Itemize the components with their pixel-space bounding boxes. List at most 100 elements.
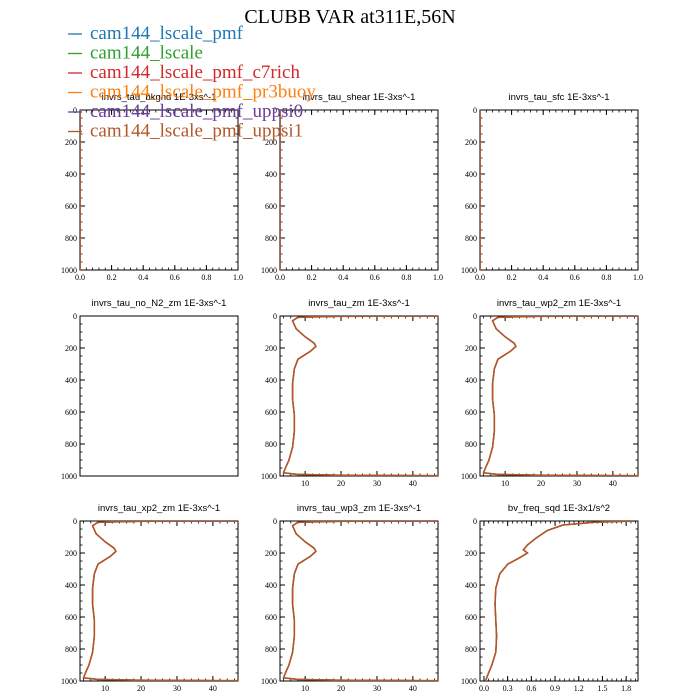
x-tick-label: 0.2 [507, 273, 517, 282]
y-tick-label: 200 [465, 138, 477, 147]
x-tick-label: 0.0 [275, 273, 285, 282]
x-tick-label: 30 [373, 479, 381, 488]
series-line-3 [82, 521, 238, 681]
panel-title: invrs_tau_bkgnd 1E-3xs^-1 [102, 92, 217, 103]
x-tick-label: 0.9 [550, 684, 560, 693]
series-line-2 [484, 521, 635, 681]
y-tick-label: 400 [265, 376, 277, 385]
y-tick-label: 1000 [261, 266, 277, 275]
x-tick-label: 0.6 [570, 273, 580, 282]
series-line-5 [282, 521, 438, 681]
x-tick-label: 0.6 [370, 273, 380, 282]
y-tick-label: 600 [465, 408, 477, 417]
y-tick-label: 800 [465, 234, 477, 243]
legend-label: cam144_lscale_pmf_c7rich [90, 62, 300, 83]
y-tick-label: 1000 [61, 266, 77, 275]
x-tick-label: 0.2 [307, 273, 317, 282]
panel-title: invrs_tau_xp2_zm 1E-3xs^-1 [98, 503, 220, 514]
plot-frame [479, 109, 639, 271]
plot-frame [279, 315, 439, 477]
y-tick-label: 200 [265, 344, 277, 353]
series-line-2 [82, 521, 238, 681]
y-tick-label: 600 [265, 202, 277, 211]
y-tick-label: 1000 [461, 472, 477, 481]
legend-label: cam144_lscale_pmf_uppsi1 [90, 121, 303, 142]
legend-item: cam144_lscale_pmf_c7rich [68, 62, 300, 83]
y-tick-label: 200 [65, 549, 77, 558]
x-tick-label: 0.4 [538, 273, 548, 282]
legend: cam144_lscale_pmfcam144_lscalecam144_lsc… [68, 23, 316, 142]
y-tick-label: 0 [73, 312, 77, 321]
x-tick-label: 1.8 [621, 684, 631, 693]
x-tick-label: 20 [337, 479, 345, 488]
x-tick-label: 0.0 [475, 273, 485, 282]
series-line-1 [282, 521, 438, 681]
x-tick-label: 20 [537, 479, 545, 488]
series-line-5 [82, 521, 238, 681]
series-line-2 [282, 316, 438, 476]
y-tick-label: 1000 [461, 677, 477, 686]
panel-4: invrs_tau_zm 1E-3xs^-1 0 200 400 600 800 1000 1… [261, 298, 439, 488]
x-tick-label: 1.0 [633, 273, 643, 282]
x-tick-label: 30 [173, 684, 181, 693]
legend-item: cam144_lscale_pmf [68, 23, 244, 44]
series-line-6 [282, 521, 438, 681]
series-line-1 [482, 316, 638, 476]
y-tick-label: 1000 [461, 266, 477, 275]
series-line-6 [82, 521, 238, 681]
y-tick-label: 200 [65, 344, 77, 353]
panel-5: invrs_tau_wp2_zm 1E-3xs^-1 0 200 400 600 800 1… [461, 298, 639, 488]
series-line-4 [282, 521, 438, 681]
series-line-6 [484, 521, 635, 681]
y-tick-label: 200 [465, 549, 477, 558]
x-tick-label: 10 [101, 684, 109, 693]
x-tick-label: 0.4 [138, 273, 148, 282]
legend-label: cam144_lscale [90, 43, 203, 64]
y-tick-label: 600 [265, 613, 277, 622]
y-tick-label: 400 [465, 170, 477, 179]
y-tick-label: 800 [265, 234, 277, 243]
series-line-3 [484, 521, 635, 681]
y-tick-label: 800 [265, 645, 277, 654]
y-tick-label: 400 [65, 581, 77, 590]
y-tick-label: 400 [65, 376, 77, 385]
y-tick-label: 0 [273, 517, 277, 526]
x-tick-label: 0.4 [338, 273, 348, 282]
y-tick-label: 400 [65, 170, 77, 179]
y-tick-label: 1000 [61, 677, 77, 686]
y-tick-label: 600 [265, 408, 277, 417]
x-tick-label: 30 [573, 479, 581, 488]
panel-title: invrs_tau_wp2_zm 1E-3xs^-1 [497, 298, 621, 309]
series-line-5 [282, 316, 438, 476]
x-tick-label: 10 [301, 479, 309, 488]
legend-item: cam144_lscale_pmf_pr3buoy [68, 82, 316, 103]
y-tick-label: 800 [465, 645, 477, 654]
series-line-6 [282, 316, 438, 476]
x-tick-label: 0.3 [503, 684, 513, 693]
figure-title: CLUBB VAR at311E,56N [244, 6, 455, 28]
y-tick-label: 800 [465, 440, 477, 449]
plot-frame [79, 315, 239, 477]
x-tick-label: 0.8 [401, 273, 411, 282]
panel-6: invrs_tau_xp2_zm 1E-3xs^-1 0 200 400 600 800 1… [61, 503, 239, 693]
y-tick-label: 200 [465, 344, 477, 353]
plot-frame [479, 520, 639, 682]
y-tick-label: 600 [465, 202, 477, 211]
y-tick-label: 200 [265, 138, 277, 147]
x-tick-label: 0.0 [479, 684, 489, 693]
y-tick-label: 0 [273, 106, 277, 115]
y-tick-label: 1000 [61, 472, 77, 481]
series-line-1 [484, 521, 635, 681]
x-tick-label: 20 [337, 684, 345, 693]
x-tick-label: 40 [409, 684, 417, 693]
y-tick-label: 600 [465, 613, 477, 622]
series-line-3 [282, 521, 438, 681]
series-line-5 [484, 521, 635, 681]
series-line-1 [82, 521, 238, 681]
panel-title: invrs_tau_zm 1E-3xs^-1 [308, 298, 410, 309]
y-tick-label: 400 [465, 376, 477, 385]
series-line-4 [282, 316, 438, 476]
y-tick-label: 800 [265, 440, 277, 449]
series-line-2 [282, 521, 438, 681]
series-line-5 [482, 316, 638, 476]
